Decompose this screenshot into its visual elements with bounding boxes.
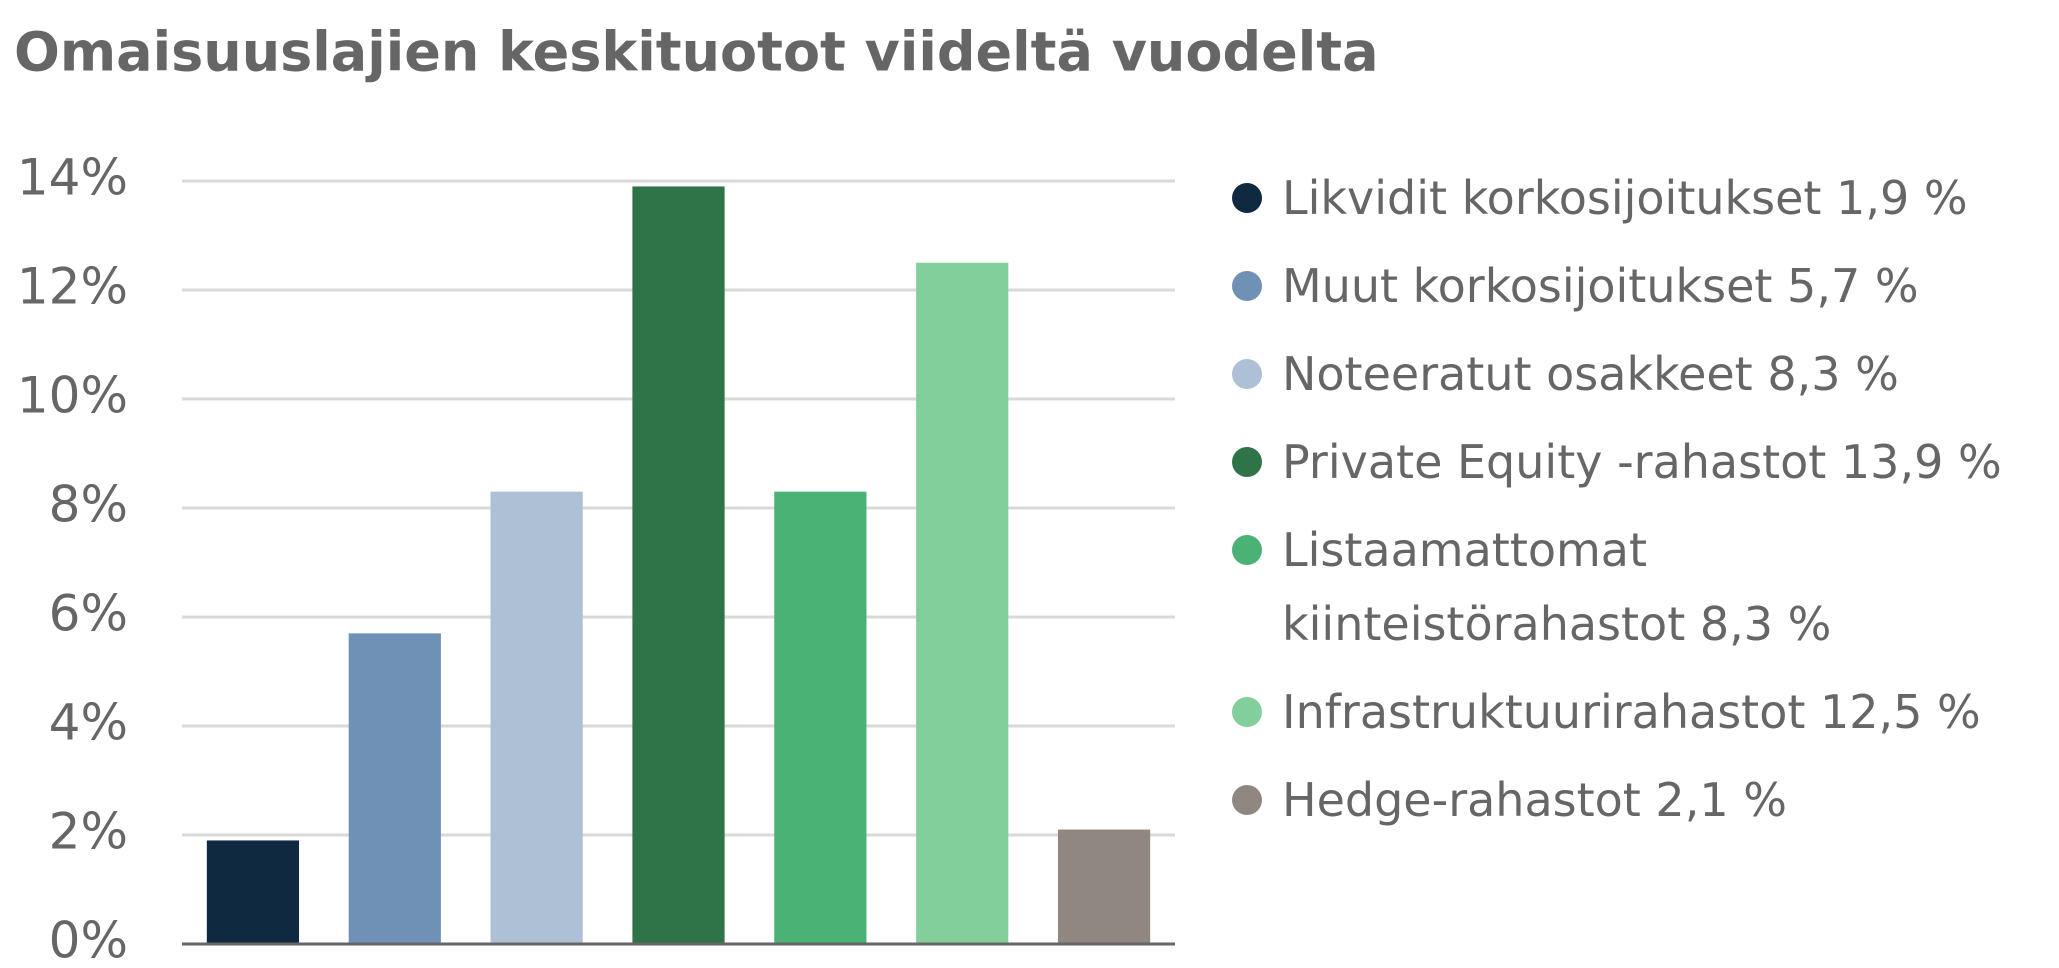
legend-item: Infrastruktuurirahastot 12,5 %	[1232, 675, 2032, 749]
bar	[774, 491, 867, 944]
legend-marker	[1232, 271, 1262, 301]
y-tick-label: 14%	[17, 149, 128, 207]
y-tick-label: 6%	[49, 585, 128, 643]
legend-marker	[1232, 359, 1262, 389]
y-tick-label: 8%	[49, 476, 128, 534]
legend-label: Hedge-rahastot 2,1 %	[1282, 773, 1787, 827]
chart-title: Omaisuuslajien keskituotot viideltä vuod…	[14, 21, 1379, 84]
legend-item: Muut korkosijoitukset 5,7 %	[1232, 249, 2032, 323]
legend-label: Listaamattomat kiinteistörahastot 8,3 %	[1282, 523, 1832, 651]
bar	[348, 633, 441, 944]
legend-marker	[1232, 447, 1262, 477]
y-tick-label: 2%	[49, 803, 128, 861]
legend-item: Noteeratut osakkeet 8,3 %	[1232, 337, 2032, 411]
legend-label: Likvidit korkosijoitukset 1,9 %	[1282, 171, 1968, 225]
legend-item: Likvidit korkosijoitukset 1,9 %	[1232, 161, 2032, 235]
legend: Likvidit korkosijoitukset 1,9 % Muut kork…	[1232, 161, 2032, 851]
legend-label: Noteeratut osakkeet 8,3 %	[1282, 347, 1899, 401]
legend-marker	[1232, 183, 1262, 213]
legend-marker	[1232, 697, 1262, 727]
bar	[916, 262, 1009, 944]
y-tick-label: 4%	[49, 694, 128, 752]
y-tick-label: 0%	[49, 912, 128, 968]
legend-marker	[1232, 535, 1262, 565]
legend-item: Hedge-rahastot 2,1 %	[1232, 763, 2032, 837]
legend-item: Private Equity -rahastot 13,9 %	[1232, 425, 2032, 499]
bar	[1057, 829, 1151, 944]
y-tick-label: 10%	[17, 367, 128, 425]
y-tick-label: 12%	[17, 258, 128, 316]
legend-label: Private Equity -rahastot 13,9 %	[1282, 435, 2002, 489]
legend-label: Infrastruktuurirahastot 12,5 %	[1282, 685, 1981, 739]
bar	[632, 186, 725, 944]
bar	[490, 491, 583, 944]
bar	[206, 840, 300, 944]
legend-marker	[1232, 785, 1262, 815]
legend-item: Listaamattomat kiinteistörahastot 8,3 %	[1232, 513, 2032, 661]
legend-label: Muut korkosijoitukset 5,7 %	[1282, 259, 1919, 313]
